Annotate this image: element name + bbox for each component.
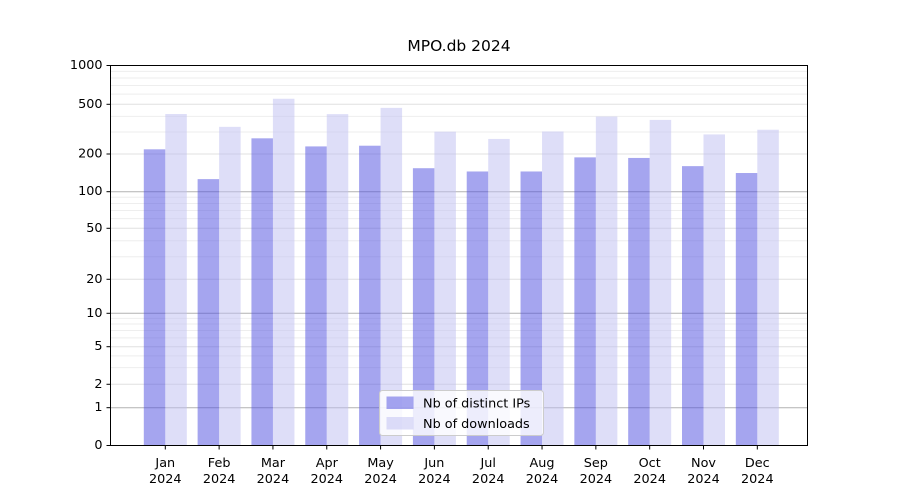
x-tick-label-month: Aug <box>530 456 555 471</box>
x-tick-label-month: Jul <box>479 456 495 471</box>
x-tick-label-year: 2024 <box>633 472 666 487</box>
legend: Nb of distinct IPs Nb of downloads <box>379 390 544 436</box>
bar-aug-downloads <box>542 131 564 446</box>
x-tick-label-month: Jan <box>154 456 175 471</box>
x-tick-label-year: 2024 <box>472 472 505 487</box>
x-tick-label-month: Feb <box>208 456 231 471</box>
y-tick-label: 100 <box>78 184 102 199</box>
bar-jul-distinct-ips <box>466 171 489 446</box>
x-tick-label-month: Nov <box>691 456 716 471</box>
y-tick-label: 10 <box>86 306 102 321</box>
y-tick-label: 2 <box>94 377 102 392</box>
x-tick-label-month: Apr <box>316 456 339 471</box>
x-tick-label-year: 2024 <box>741 472 774 487</box>
x-tick-label-year: 2024 <box>310 472 343 487</box>
bar-aug-distinct-ips <box>520 171 543 446</box>
bar-jun-downloads <box>434 131 456 446</box>
x-axis: Jan2024Feb2024Mar2024Apr2024May2024Jun20… <box>149 445 774 487</box>
y-tick-label: 500 <box>78 97 102 112</box>
x-tick-label-month: Mar <box>261 456 286 471</box>
bar-jul-downloads <box>488 138 510 446</box>
legend-swatch-distinct-ips-icon <box>386 396 414 409</box>
x-tick-label-month: May <box>367 456 394 471</box>
bar-oct-distinct-ips <box>628 157 650 446</box>
bar-dec-downloads <box>757 129 779 446</box>
x-tick-label-year: 2024 <box>526 472 559 487</box>
y-tick-label: 1000 <box>70 58 103 73</box>
y-tick-label: 200 <box>78 147 102 162</box>
bar-may-downloads <box>380 107 403 446</box>
plot-frame <box>110 65 808 446</box>
bar-nov-distinct-ips <box>682 166 704 446</box>
bar-mar-downloads <box>272 98 295 446</box>
y-tick-label: 50 <box>86 221 102 236</box>
x-tick-label-month: Sep <box>584 456 608 471</box>
bar-feb-downloads <box>219 126 241 446</box>
bar-mar-distinct-ips <box>251 138 273 446</box>
x-tick-label-year: 2024 <box>203 472 236 487</box>
chart-title: MPO.db 2024 <box>407 37 510 55</box>
x-tick-label-year: 2024 <box>580 472 613 487</box>
bar-dec-distinct-ips <box>735 173 758 446</box>
y-tick-label: 20 <box>86 272 102 287</box>
legend-box <box>379 390 544 436</box>
bar-jan-downloads <box>165 114 187 446</box>
x-tick-label-year: 2024 <box>687 472 720 487</box>
bar-sep-distinct-ips <box>574 157 596 446</box>
y-tick-label: 0 <box>94 438 102 453</box>
y-axis: 0 1 2 5 10 20 50 100 200 500 1000 <box>70 58 111 453</box>
legend-label-downloads: Nb of downloads <box>423 417 530 432</box>
bar-feb-distinct-ips <box>197 179 220 446</box>
bar-series <box>143 98 779 446</box>
bar-jan-distinct-ips <box>143 149 166 446</box>
x-tick-label-year: 2024 <box>418 472 451 487</box>
legend-label-distinct-ips: Nb of distinct IPs <box>423 396 531 411</box>
x-tick-label-year: 2024 <box>257 472 290 487</box>
x-tick-label-month: Oct <box>639 456 661 471</box>
y-tick-label: 5 <box>94 339 102 354</box>
bar-nov-downloads <box>703 134 725 446</box>
bar-apr-distinct-ips <box>305 146 327 446</box>
bar-apr-downloads <box>326 114 349 446</box>
bar-jun-distinct-ips <box>412 168 435 446</box>
x-tick-label-year: 2024 <box>364 472 397 487</box>
x-tick-label-month: Jun <box>423 456 444 471</box>
y-tick-label: 1 <box>94 400 102 415</box>
x-tick-label-year: 2024 <box>149 472 182 487</box>
bar-may-distinct-ips <box>359 145 381 446</box>
bar-oct-downloads <box>649 119 672 446</box>
x-tick-label-month: Dec <box>745 456 770 471</box>
legend-swatch-downloads-icon <box>386 417 414 430</box>
bar-sep-downloads <box>595 116 618 446</box>
